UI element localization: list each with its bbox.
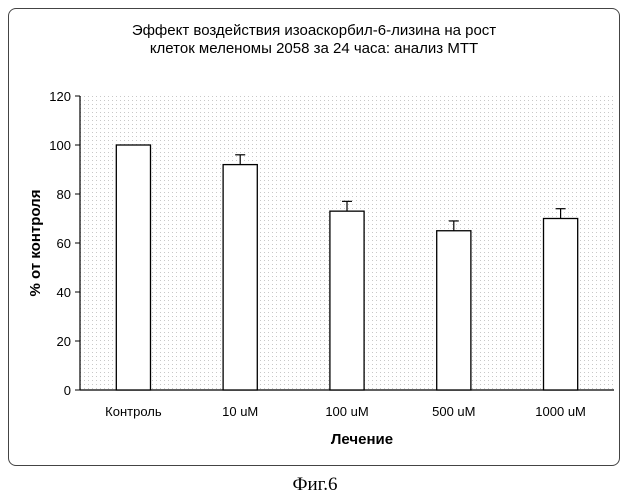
- x-tick-label: 100 uM: [325, 404, 368, 419]
- x-tick-label: 500 uM: [432, 404, 475, 419]
- bar: [544, 219, 578, 391]
- y-tick-label: 0: [64, 383, 71, 398]
- x-axis-title: Лечение: [331, 431, 393, 448]
- x-axis: Контроль 10 uM 100 uM 500 uM 1000 uM: [80, 390, 614, 419]
- y-tick-label: 60: [57, 236, 71, 251]
- y-tick-label: 40: [57, 285, 71, 300]
- bar: [330, 211, 364, 390]
- y-axis-title: % от контроля: [27, 190, 44, 297]
- bar: [116, 145, 150, 390]
- x-tick-label: 10 uM: [222, 404, 258, 419]
- bar: [223, 165, 257, 390]
- x-tick-label: 1000 uM: [535, 404, 586, 419]
- figure-caption: Фиг.6: [0, 474, 630, 496]
- y-axis: 0 20 40 60 80 100 120: [49, 89, 80, 398]
- bar: [437, 231, 471, 390]
- y-tick-label: 120: [49, 89, 71, 104]
- y-tick-label: 20: [57, 334, 71, 349]
- y-tick-label: 100: [49, 138, 71, 153]
- y-tick-label: 80: [57, 187, 71, 202]
- x-tick-label: Контроль: [105, 404, 162, 419]
